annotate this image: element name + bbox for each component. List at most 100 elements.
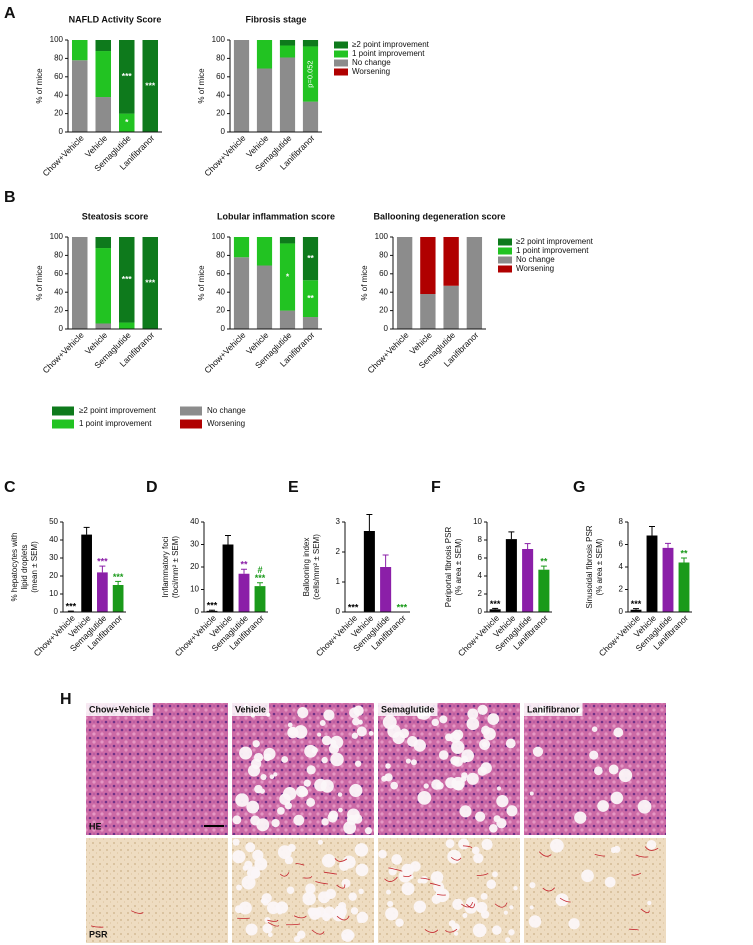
legend-swatch — [498, 238, 512, 246]
bar-segment — [279, 237, 296, 244]
vacuole — [317, 839, 323, 845]
significance-label: *** — [397, 602, 408, 612]
vacuole — [637, 799, 652, 814]
vacuole — [489, 824, 498, 833]
vacuole — [238, 901, 252, 915]
bar — [112, 585, 124, 612]
bar-segment — [302, 237, 319, 281]
fiber — [424, 929, 439, 933]
significance-label: *** — [113, 572, 124, 582]
vacuole — [356, 726, 367, 737]
vacuole — [306, 797, 316, 807]
y-axis-label: (% area ± SEM) — [595, 538, 604, 595]
vacuole — [357, 719, 363, 725]
histology-image — [86, 838, 228, 943]
vacuole — [423, 783, 429, 789]
panel-label: C — [4, 479, 16, 496]
vacuole — [293, 814, 305, 826]
legend-label: 1 point improvement — [79, 419, 152, 428]
y-tick-label: 0 — [59, 324, 64, 333]
vacuole — [269, 774, 275, 780]
vacuole — [405, 758, 411, 764]
fiber — [450, 856, 462, 861]
y-tick-label: 100 — [212, 35, 226, 44]
y-tick-label: 10 — [49, 589, 58, 598]
y-tick-label: 0 — [54, 607, 59, 616]
y-tick-label: 60 — [54, 269, 63, 278]
vacuole — [323, 906, 336, 919]
vacuole — [241, 875, 256, 890]
vacuole — [509, 905, 514, 910]
y-axis-label: (cells/mm² ± SEM) — [312, 534, 321, 600]
vacuole — [481, 741, 488, 748]
panel-label: D — [146, 479, 158, 496]
significance-label: *** — [66, 601, 77, 611]
bar-segment — [118, 40, 135, 114]
bar-segment — [279, 57, 296, 133]
fiber — [267, 921, 280, 927]
vacuole — [321, 818, 329, 826]
column-label: Semaglutide — [381, 704, 435, 714]
legend-label: No change — [516, 255, 555, 264]
vacuole — [325, 888, 337, 900]
vacuole — [532, 746, 544, 757]
bar-segment — [233, 257, 250, 329]
y-axis-label: Ballooning index — [302, 538, 311, 597]
vacuole — [431, 894, 442, 905]
y-tick-label: 20 — [216, 109, 225, 118]
y-tick-label: 100 — [50, 35, 64, 44]
error-bar — [382, 554, 389, 567]
vacuole — [618, 768, 633, 783]
vacuole — [386, 889, 391, 895]
vacuole — [508, 929, 515, 936]
vacuole — [267, 932, 273, 938]
fiber — [538, 851, 552, 857]
bar — [206, 610, 218, 612]
bar-segment — [420, 237, 436, 295]
x-tick-label: Chow+Vehicle — [365, 330, 411, 376]
bar — [238, 573, 250, 612]
panel-label: G — [573, 479, 585, 496]
fiber — [315, 881, 329, 885]
vacuole — [505, 738, 516, 749]
y-tick-label: 40 — [54, 287, 63, 296]
vacuole — [451, 923, 460, 932]
vacuole — [459, 805, 472, 818]
y-tick-label: 20 — [54, 109, 63, 118]
y-tick-label: 10 — [473, 517, 482, 526]
vacuole — [604, 876, 616, 888]
vacuole — [450, 756, 460, 766]
vacuole — [384, 773, 393, 782]
y-tick-label: 0 — [195, 607, 200, 616]
vacuole — [496, 786, 502, 791]
vacuole — [239, 746, 253, 760]
bar — [505, 539, 517, 612]
label-background — [232, 703, 270, 716]
vacuole — [260, 773, 267, 781]
vacuole — [252, 849, 264, 861]
vacuole — [262, 923, 273, 934]
bar-segment — [95, 97, 112, 132]
bar — [97, 572, 108, 612]
vacuole — [646, 839, 657, 850]
vacuole — [327, 812, 338, 823]
bar-segment — [233, 237, 250, 258]
y-tick-label: 60 — [379, 269, 388, 278]
fiber — [336, 884, 346, 889]
vacuole — [550, 838, 564, 853]
chart-title: Lobular inflammation score — [217, 211, 335, 221]
vacuole — [235, 793, 249, 807]
y-tick-label: 40 — [190, 517, 199, 526]
vacuole — [277, 909, 283, 915]
fiber — [334, 858, 348, 862]
chart-title: Steatosis score — [82, 211, 149, 221]
vacuole — [334, 905, 347, 918]
vacuole — [486, 879, 496, 889]
error-bar — [241, 568, 247, 574]
vacuole — [305, 883, 316, 894]
bar-segment — [256, 265, 273, 329]
x-tick-label: Chow+Vehicle — [202, 330, 248, 376]
y-tick-label: 4 — [478, 571, 483, 580]
vacuole — [250, 758, 262, 769]
vacuole — [503, 910, 508, 915]
